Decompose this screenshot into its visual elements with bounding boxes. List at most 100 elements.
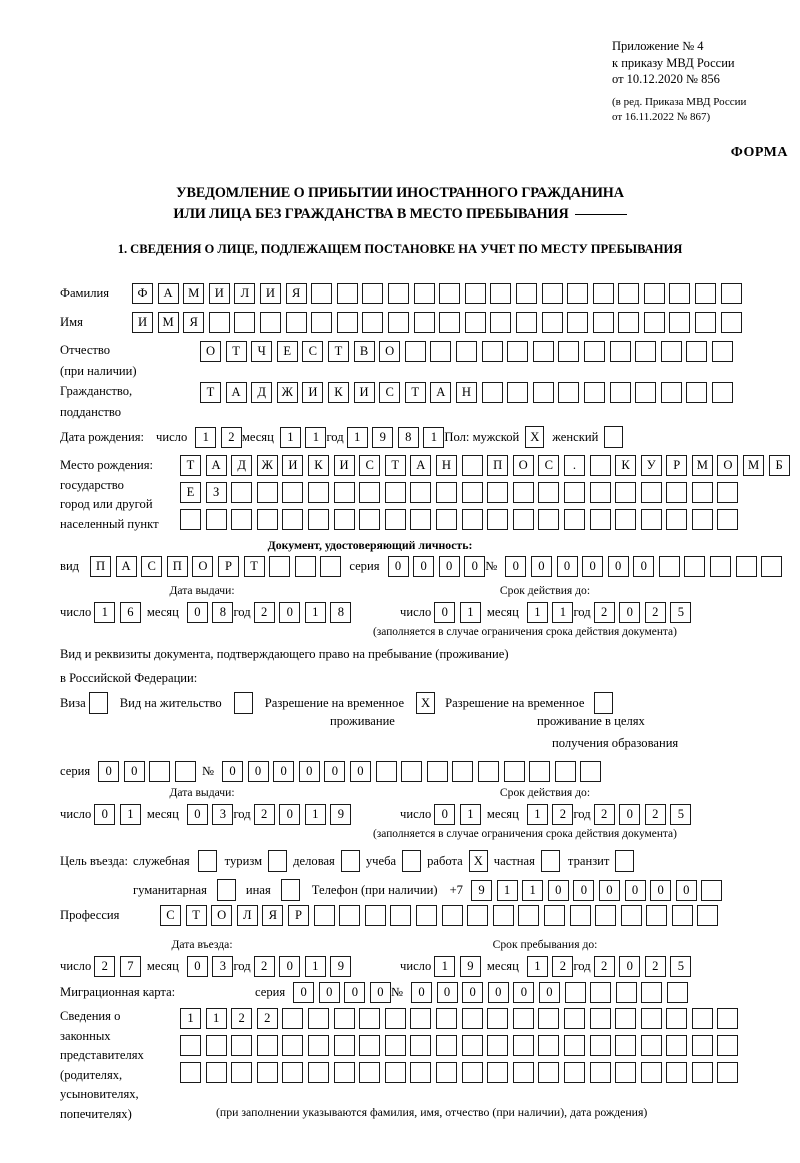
- char-cell[interactable]: [695, 312, 717, 333]
- char-cell[interactable]: 0: [462, 982, 484, 1003]
- char-cell[interactable]: М: [743, 455, 765, 476]
- char-cell[interactable]: 1: [279, 426, 301, 448]
- char-cell[interactable]: [507, 341, 529, 362]
- char-cell[interactable]: [666, 1008, 688, 1029]
- char-cell[interactable]: 0: [436, 982, 458, 1003]
- char-cell[interactable]: 1: [94, 602, 116, 623]
- char-cell[interactable]: Р: [287, 905, 309, 926]
- char-cell[interactable]: 5: [670, 602, 692, 623]
- char-cell[interactable]: [609, 341, 631, 362]
- char-cell[interactable]: [384, 509, 406, 530]
- char-cell[interactable]: [384, 1035, 406, 1056]
- char-cell[interactable]: [515, 283, 537, 304]
- char-cell[interactable]: 9: [330, 956, 352, 977]
- purpose-work-checkbox[interactable]: X: [468, 850, 488, 872]
- char-cell[interactable]: [691, 482, 713, 503]
- char-cell[interactable]: [563, 509, 585, 530]
- char-cell[interactable]: [563, 1062, 585, 1083]
- char-cell[interactable]: [313, 905, 335, 926]
- char-cell[interactable]: [532, 341, 554, 362]
- char-cell[interactable]: .: [563, 455, 585, 476]
- char-cell[interactable]: 2: [593, 804, 615, 825]
- char-cell[interactable]: [658, 556, 680, 577]
- char-cell[interactable]: 0: [324, 761, 346, 782]
- char-cell[interactable]: [390, 905, 412, 926]
- char-cell[interactable]: 1: [304, 602, 326, 623]
- char-cell[interactable]: 0: [675, 879, 697, 901]
- char-cell[interactable]: [487, 482, 509, 503]
- char-cell[interactable]: [441, 905, 463, 926]
- char-cell[interactable]: С: [160, 905, 181, 926]
- char-cell[interactable]: Ж: [276, 382, 298, 403]
- char-cell[interactable]: [426, 761, 448, 782]
- char-cell[interactable]: 3: [212, 804, 234, 825]
- char-cell[interactable]: [311, 312, 333, 333]
- char-cell[interactable]: [691, 1062, 713, 1083]
- char-cell[interactable]: 0: [598, 879, 620, 901]
- char-cell[interactable]: [404, 341, 426, 362]
- char-cell[interactable]: 1: [459, 804, 481, 825]
- char-cell[interactable]: Т: [327, 341, 349, 362]
- char-cell[interactable]: [205, 1062, 227, 1083]
- char-cell[interactable]: 0: [369, 982, 391, 1003]
- char-cell[interactable]: 0: [298, 761, 320, 782]
- char-cell[interactable]: У: [640, 455, 662, 476]
- char-cell[interactable]: [615, 982, 637, 1003]
- char-cell[interactable]: [646, 905, 668, 926]
- char-cell[interactable]: [481, 341, 503, 362]
- char-cell[interactable]: [512, 1008, 534, 1029]
- char-cell[interactable]: [359, 1035, 381, 1056]
- char-cell[interactable]: [529, 761, 551, 782]
- char-cell[interactable]: [435, 509, 457, 530]
- char-cell[interactable]: [640, 1062, 662, 1083]
- char-cell[interactable]: [333, 1062, 355, 1083]
- char-cell[interactable]: [231, 1062, 253, 1083]
- char-cell[interactable]: 2: [94, 956, 116, 977]
- purpose-private-checkbox[interactable]: [540, 850, 560, 872]
- char-cell[interactable]: [541, 312, 563, 333]
- char-cell[interactable]: [375, 761, 397, 782]
- char-cell[interactable]: [387, 283, 409, 304]
- char-cell[interactable]: 2: [644, 804, 666, 825]
- char-cell[interactable]: [285, 312, 307, 333]
- char-cell[interactable]: 0: [273, 761, 295, 782]
- char-cell[interactable]: [490, 283, 512, 304]
- char-cell[interactable]: [435, 1035, 457, 1056]
- char-cell[interactable]: [563, 1035, 585, 1056]
- char-cell[interactable]: 9: [459, 956, 481, 977]
- char-cell[interactable]: С: [302, 341, 324, 362]
- char-cell[interactable]: [538, 1062, 560, 1083]
- char-cell[interactable]: [717, 1035, 739, 1056]
- char-cell[interactable]: 0: [619, 602, 641, 623]
- char-cell[interactable]: Т: [404, 382, 426, 403]
- char-cell[interactable]: [543, 905, 565, 926]
- purpose-study-checkbox[interactable]: [402, 850, 422, 872]
- char-cell[interactable]: [669, 283, 691, 304]
- char-cell[interactable]: 2: [231, 1008, 253, 1029]
- char-cell[interactable]: 0: [94, 804, 116, 825]
- char-cell[interactable]: [180, 1062, 201, 1083]
- char-cell[interactable]: Л: [234, 283, 256, 304]
- char-cell[interactable]: [439, 312, 461, 333]
- char-cell[interactable]: 2: [256, 1008, 278, 1029]
- char-cell[interactable]: [761, 556, 783, 577]
- char-cell[interactable]: 9: [330, 804, 352, 825]
- char-cell[interactable]: [180, 509, 201, 530]
- char-cell[interactable]: 0: [582, 556, 604, 577]
- char-cell[interactable]: [307, 1062, 329, 1083]
- char-cell[interactable]: [615, 509, 637, 530]
- char-cell[interactable]: 0: [123, 761, 145, 782]
- char-cell[interactable]: 1: [526, 804, 548, 825]
- char-cell[interactable]: 9: [470, 879, 492, 901]
- char-cell[interactable]: 0: [410, 982, 432, 1003]
- char-cell[interactable]: [410, 482, 432, 503]
- char-cell[interactable]: Р: [666, 455, 688, 476]
- char-cell[interactable]: [512, 509, 534, 530]
